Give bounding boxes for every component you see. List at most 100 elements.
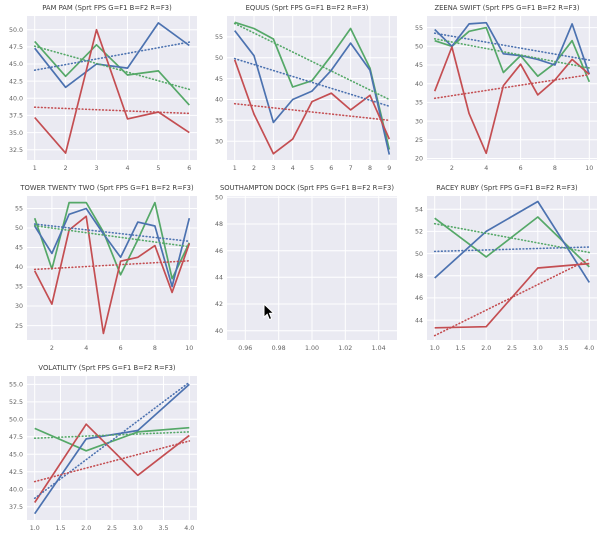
svg-text:25: 25 — [15, 323, 23, 330]
svg-text:20: 20 — [415, 156, 423, 163]
svg-text:47.5: 47.5 — [9, 44, 23, 51]
svg-text:47.5: 47.5 — [9, 434, 23, 441]
chart-pam-pam: PAM PAM (Sprt FPS G=F1 B=F2 R=F3) 32.5 35… — [0, 0, 200, 180]
svg-text:3: 3 — [94, 165, 98, 172]
svg-text:35: 35 — [215, 118, 223, 125]
svg-text:3: 3 — [271, 165, 275, 172]
svg-text:4.0: 4.0 — [184, 525, 194, 532]
svg-text:55.0: 55.0 — [9, 382, 23, 389]
svg-text:3.5: 3.5 — [158, 525, 168, 532]
svg-text:50: 50 — [215, 55, 223, 62]
svg-text:4: 4 — [125, 165, 129, 172]
svg-text:48: 48 — [415, 273, 423, 280]
svg-text:8: 8 — [153, 345, 157, 352]
svg-text:1: 1 — [233, 165, 237, 172]
svg-text:45: 45 — [215, 76, 223, 83]
svg-text:6: 6 — [119, 345, 123, 352]
chart-title: RACEY RUBY (Sprt FPS G=F1 B=F2 R=F3) — [436, 184, 578, 192]
chart-equus: EQUUS (Sprt FPS G=F1 B=F2 R=F3) 30 35 40 45… — [200, 0, 400, 180]
svg-text:0.98: 0.98 — [272, 345, 286, 352]
chart-zeena-swift: ZEENA SWIFT (Sprt FPS G=F1 B=F2 R=F3) 20… — [400, 0, 600, 180]
svg-text:1.00: 1.00 — [305, 345, 319, 352]
svg-text:46: 46 — [415, 295, 423, 302]
line-chart: 32.5 35.0 37.5 40.0 42.5 45.0 47.5 50.0 1 2 3 4 5 6 — [9, 16, 197, 172]
svg-text:42.5: 42.5 — [9, 78, 23, 85]
svg-text:45.0: 45.0 — [9, 452, 23, 459]
svg-text:30: 30 — [215, 138, 223, 145]
svg-text:40: 40 — [15, 264, 23, 271]
svg-text:32.5: 32.5 — [9, 147, 23, 154]
svg-text:40.0: 40.0 — [9, 96, 23, 103]
svg-text:44: 44 — [415, 317, 423, 324]
svg-text:54: 54 — [415, 207, 423, 214]
svg-text:2: 2 — [252, 165, 256, 172]
line-chart: 37.5 40.0 42.5 45.0 47.5 50.0 52.5 55.0 1.0 1.5 2.… — [9, 376, 197, 532]
svg-text:6: 6 — [519, 165, 523, 172]
svg-text:1.02: 1.02 — [338, 345, 352, 352]
svg-text:52.5: 52.5 — [9, 399, 23, 406]
svg-text:50.0: 50.0 — [9, 27, 23, 34]
svg-text:45: 45 — [415, 62, 423, 69]
svg-text:3.0: 3.0 — [533, 345, 543, 352]
svg-text:8: 8 — [368, 165, 372, 172]
svg-text:2: 2 — [50, 345, 54, 352]
svg-text:9: 9 — [387, 165, 391, 172]
svg-text:2.5: 2.5 — [507, 345, 517, 352]
svg-text:50: 50 — [215, 195, 223, 202]
svg-text:42: 42 — [215, 301, 223, 308]
svg-text:55: 55 — [215, 34, 223, 41]
svg-text:35: 35 — [415, 100, 423, 107]
svg-text:25: 25 — [415, 137, 423, 144]
svg-text:50: 50 — [415, 251, 423, 258]
svg-text:2.0: 2.0 — [81, 525, 91, 532]
svg-text:30: 30 — [15, 303, 23, 310]
svg-text:4: 4 — [291, 165, 295, 172]
svg-text:48: 48 — [215, 221, 223, 228]
svg-text:45: 45 — [15, 245, 23, 252]
svg-text:5: 5 — [310, 165, 314, 172]
svg-text:50: 50 — [15, 225, 23, 232]
svg-text:37.5: 37.5 — [9, 504, 23, 511]
svg-text:10: 10 — [585, 165, 593, 172]
svg-text:3.0: 3.0 — [133, 525, 143, 532]
chart-title: ZEENA SWIFT (Sprt FPS G=F1 B=F2 R=F3) — [434, 4, 580, 12]
mouse-pointer-icon — [263, 303, 275, 321]
line-chart: 20 25 30 35 40 45 50 55 2 4 6 8 10 — [415, 16, 597, 172]
svg-text:1.04: 1.04 — [372, 345, 386, 352]
svg-text:6: 6 — [187, 165, 191, 172]
svg-text:44: 44 — [215, 275, 223, 282]
svg-text:45.0: 45.0 — [9, 61, 23, 68]
chart-title: PAM PAM (Sprt FPS G=F1 B=F2 R=F3) — [42, 4, 172, 12]
svg-text:0.96: 0.96 — [238, 345, 252, 352]
svg-text:1.0: 1.0 — [430, 345, 440, 352]
svg-text:1: 1 — [33, 165, 37, 172]
line-chart: 25 30 35 40 45 50 55 2 4 6 8 10 — [15, 196, 197, 352]
chart-title: TOWER TWENTY TWO (Sprt FPS G=F1 B=F2 R=F… — [20, 184, 194, 192]
line-chart: 44 46 48 50 52 54 1.0 1.5 2.0 2.5 3.0 3.5 4.0 — [415, 196, 597, 352]
svg-text:35.0: 35.0 — [9, 130, 23, 137]
svg-text:3.5: 3.5 — [558, 345, 568, 352]
svg-text:50.0: 50.0 — [9, 417, 23, 424]
chart-title: EQUUS (Sprt FPS G=F1 B=F2 R=F3) — [245, 4, 369, 12]
svg-text:37.5: 37.5 — [9, 113, 23, 120]
chart-volatility: VOLATILITY (Sprt FPS G=F1 B=F2 R=F3) 37.… — [0, 360, 200, 542]
svg-text:46: 46 — [215, 248, 223, 255]
svg-text:4: 4 — [484, 165, 488, 172]
svg-text:7: 7 — [349, 165, 353, 172]
svg-text:40.0: 40.0 — [9, 486, 23, 493]
svg-text:55: 55 — [15, 206, 23, 213]
svg-text:52: 52 — [415, 229, 423, 236]
svg-text:2.5: 2.5 — [107, 525, 117, 532]
svg-text:2: 2 — [450, 165, 454, 172]
svg-text:42.5: 42.5 — [9, 469, 23, 476]
svg-text:40: 40 — [215, 328, 223, 335]
svg-text:40: 40 — [415, 81, 423, 88]
svg-text:5: 5 — [156, 165, 160, 172]
chart-racey-ruby: RACEY RUBY (Sprt FPS G=F1 B=F2 R=F3) 44 4… — [400, 180, 600, 360]
svg-text:2: 2 — [64, 165, 68, 172]
chart-southampton-dock: SOUTHAMPTON DOCK (Sprt FPS G=F1 B=F2 R=F… — [200, 180, 400, 360]
svg-text:1.5: 1.5 — [455, 345, 465, 352]
